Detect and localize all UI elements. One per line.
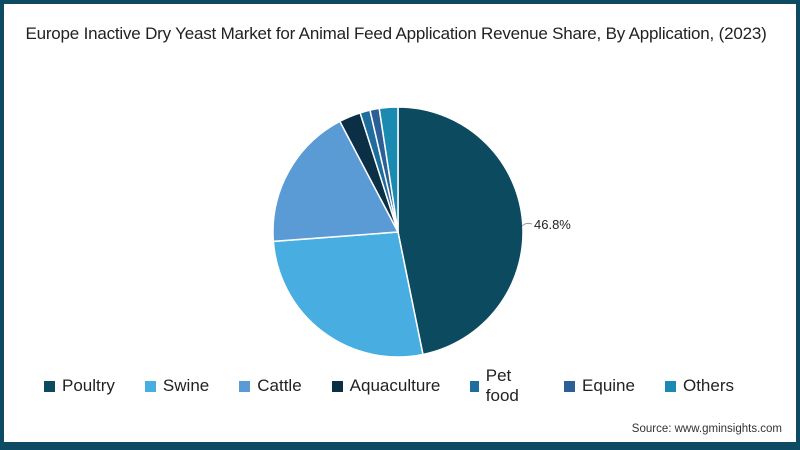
legend-label: Swine: [162, 376, 210, 395]
legend-item-pet-food[interactable]: Pet food: [470, 366, 534, 406]
legend-label: Equine: [582, 376, 635, 395]
legend-item-swine[interactable]: Swine: [144, 366, 210, 406]
label-leader-line: [521, 222, 533, 227]
legend-label: Pet food: [485, 366, 519, 405]
legend-label: Poultry: [62, 376, 115, 395]
chart-title: Europe Inactive Dry Yeast Market for Ani…: [25, 24, 767, 43]
legend-label: Aquaculture: [349, 376, 441, 395]
pie-slices: [272, 106, 524, 358]
legend-swatch-icon: [331, 380, 343, 392]
legend-swatch-icon: [44, 380, 55, 392]
legend-swatch-icon: [564, 380, 576, 392]
legend-item-cattle[interactable]: Cattle: [239, 366, 302, 406]
pie-slice-others[interactable]: [378, 106, 399, 233]
legend-item-poultry[interactable]: Poultry: [44, 366, 115, 406]
legend-label: Cattle: [257, 376, 302, 395]
pie-slice-poultry[interactable]: [397, 106, 524, 356]
legend-item-others[interactable]: Others: [664, 366, 734, 406]
chart-legend: Poultry Swine Cattle Aquaculture Pet food Equ…: [44, 366, 764, 406]
legend-swatch-icon: [144, 380, 156, 392]
legend-label: Others: [682, 376, 734, 395]
pie-slice-cattle[interactable]: [272, 120, 400, 243]
pie-slice-swine[interactable]: [272, 231, 424, 358]
legend-swatch-icon: [470, 380, 479, 392]
legend-swatch-icon: [664, 380, 676, 392]
poultry-percent-label: 46.8%: [534, 217, 571, 232]
legend-swatch-icon: [239, 380, 251, 392]
legend-item-aquaculture[interactable]: Aquaculture: [331, 366, 441, 406]
legend-item-equine[interactable]: Equine: [564, 366, 635, 406]
source-note: Source: www.gminsights.com: [631, 423, 782, 435]
